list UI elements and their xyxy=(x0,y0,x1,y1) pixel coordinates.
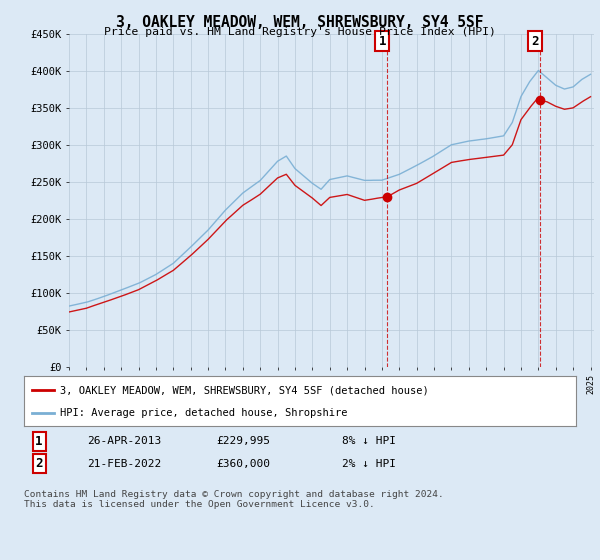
Text: 1: 1 xyxy=(35,435,43,448)
Text: 8% ↓ HPI: 8% ↓ HPI xyxy=(342,436,396,446)
Text: 2% ↓ HPI: 2% ↓ HPI xyxy=(342,459,396,469)
Text: 3, OAKLEY MEADOW, WEM, SHREWSBURY, SY4 5SF: 3, OAKLEY MEADOW, WEM, SHREWSBURY, SY4 5… xyxy=(116,15,484,30)
Text: Price paid vs. HM Land Registry's House Price Index (HPI): Price paid vs. HM Land Registry's House … xyxy=(104,27,496,37)
Text: 3, OAKLEY MEADOW, WEM, SHREWSBURY, SY4 5SF (detached house): 3, OAKLEY MEADOW, WEM, SHREWSBURY, SY4 5… xyxy=(60,385,428,395)
Text: 21-FEB-2022: 21-FEB-2022 xyxy=(87,459,161,469)
Text: 2: 2 xyxy=(532,35,539,48)
Text: HPI: Average price, detached house, Shropshire: HPI: Average price, detached house, Shro… xyxy=(60,408,347,418)
Text: £360,000: £360,000 xyxy=(216,459,270,469)
Text: Contains HM Land Registry data © Crown copyright and database right 2024.
This d: Contains HM Land Registry data © Crown c… xyxy=(24,490,444,510)
Text: 2: 2 xyxy=(35,457,43,470)
Text: 1: 1 xyxy=(379,35,386,48)
Text: £229,995: £229,995 xyxy=(216,436,270,446)
Text: 26-APR-2013: 26-APR-2013 xyxy=(87,436,161,446)
